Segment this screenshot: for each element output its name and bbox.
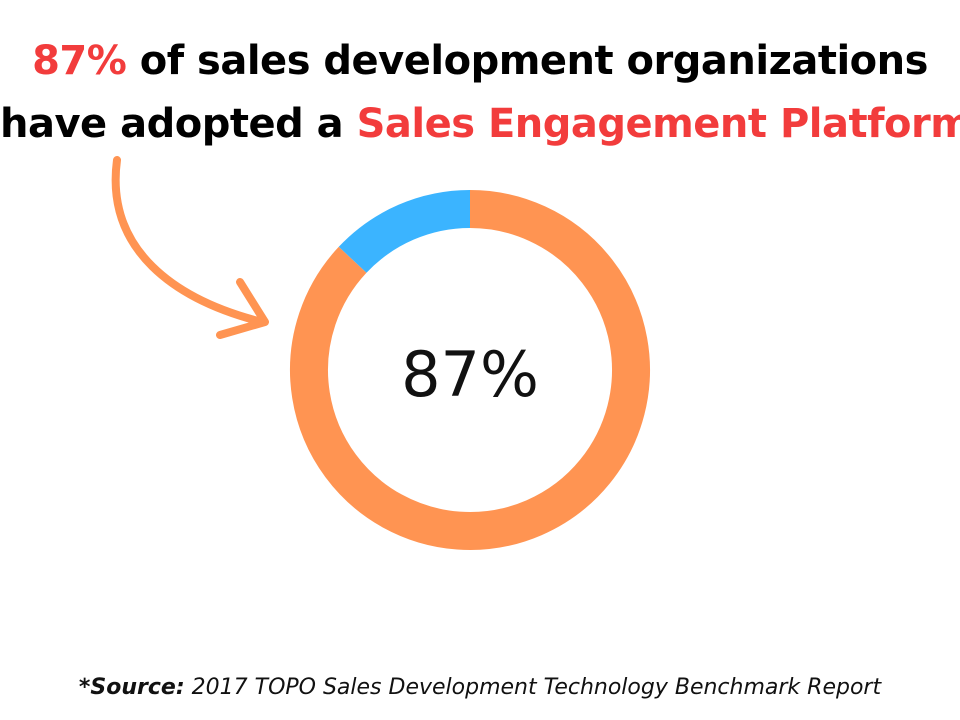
donut-slice-0 xyxy=(290,190,650,550)
headline-stat: 87% xyxy=(32,38,127,84)
headline-text-2: have adopted a xyxy=(0,101,357,147)
source-prefix: *Source: xyxy=(78,675,185,700)
donut-center-label: 87% xyxy=(401,338,539,411)
donut-slice-1 xyxy=(338,190,471,274)
source-citation: *Source: 2017 TOPO Sales Development Tec… xyxy=(0,672,960,704)
headline-text-1: of sales development organizations xyxy=(126,38,929,84)
headline-highlight: Sales Engagement Platform xyxy=(356,101,960,147)
donut-slices xyxy=(290,190,650,550)
arrow-icon xyxy=(111,156,269,339)
source-text: 2017 TOPO Sales Development Technology B… xyxy=(184,675,882,700)
headline-line-2: have adopted a Sales Engagement Platform xyxy=(0,93,960,155)
headline-line-1: 87% of sales development organizations xyxy=(0,30,960,92)
